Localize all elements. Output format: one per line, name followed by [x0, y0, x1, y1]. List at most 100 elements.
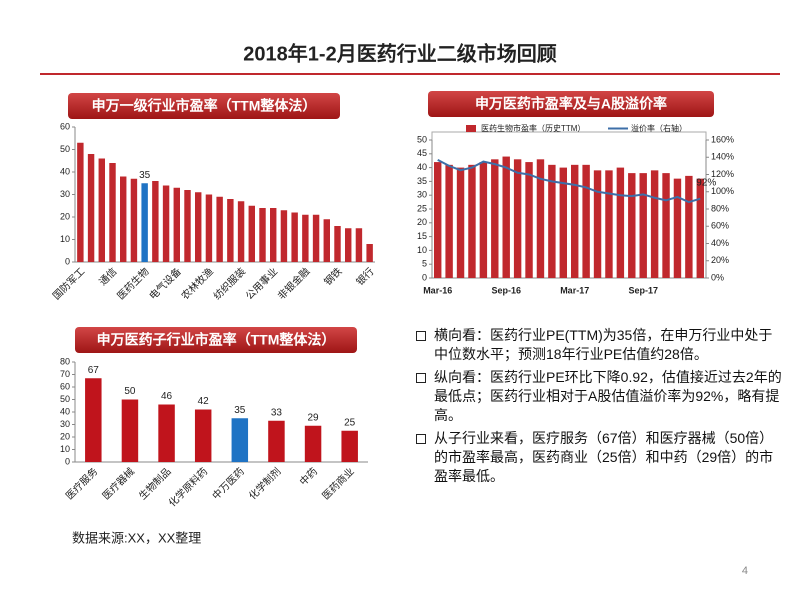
- bar: [162, 185, 170, 262]
- x-tick-label: 纺织服装: [211, 265, 248, 302]
- y2-tick-label: 0%: [711, 272, 724, 282]
- bar: [323, 219, 330, 262]
- x-tick-label: Sep-17: [628, 285, 658, 295]
- data-label: 33: [271, 407, 283, 418]
- y-tick-label: 5: [422, 259, 427, 269]
- y-tick-label: 0: [65, 456, 70, 466]
- x-tick-label: 中药: [297, 465, 320, 488]
- bar: [184, 190, 191, 262]
- data-label: 35: [234, 405, 246, 416]
- y-tick-label: 25: [417, 203, 427, 213]
- y-tick-label: 50: [60, 144, 70, 154]
- bar: [280, 210, 288, 262]
- y2-tick-label: 120%: [711, 169, 734, 179]
- bar: [433, 162, 442, 278]
- bar: [628, 173, 636, 278]
- bar: [158, 404, 175, 462]
- x-tick-label: 农林牧渔: [178, 265, 215, 302]
- y-tick-label: 30: [60, 419, 70, 429]
- y-tick-label: 10: [60, 444, 70, 454]
- y-tick-label: 70: [60, 369, 70, 379]
- bar: [366, 244, 373, 262]
- chart-banner: [428, 91, 714, 117]
- bar: [120, 176, 127, 262]
- bar: [268, 420, 285, 462]
- x-tick-label: 医药生物: [114, 265, 151, 302]
- bar: [548, 164, 556, 278]
- y2-tick-label: 60%: [711, 221, 729, 231]
- data-label: 25: [344, 417, 356, 428]
- y-tick-label: 35: [417, 176, 427, 186]
- x-tick-label: 化学制剂: [246, 465, 283, 502]
- bullet: 横向看：医药行业PE(TTM)为35倍，在申万行业中处于中位数水平；预测18年行…: [412, 326, 784, 364]
- y2-tick-label: 20%: [711, 255, 729, 265]
- x-tick-label: 生物制品: [136, 465, 173, 502]
- legend-label: 溢价率（右轴）: [631, 123, 687, 133]
- bar: [605, 170, 613, 278]
- y-tick-label: 40: [417, 162, 427, 172]
- chart-banner: [75, 327, 357, 353]
- y-tick-label: 20: [60, 211, 70, 221]
- y-tick-label: 15: [417, 231, 427, 241]
- bar: [248, 205, 255, 262]
- bar: [231, 418, 249, 462]
- data-label: 29: [308, 412, 320, 423]
- bar: [345, 228, 352, 262]
- bar: [445, 164, 453, 278]
- data-label: 50: [124, 386, 136, 397]
- bar: [227, 199, 234, 262]
- x-tick-label: 电气设备: [146, 265, 183, 302]
- bar: [639, 173, 647, 278]
- bar: [85, 378, 102, 462]
- y-tick-label: 20: [60, 431, 70, 441]
- x-tick-label: 非银金融: [275, 265, 312, 302]
- bar: [570, 164, 579, 278]
- bar: [685, 175, 693, 278]
- chart-title: 申万一级行业市盈率（TTM整体法）: [92, 98, 317, 114]
- bar: [216, 196, 223, 262]
- bar: [502, 156, 510, 278]
- y-tick-label: 60: [60, 381, 70, 391]
- slide-title: 2018年1-2月医药行业二级市场回顾: [243, 41, 556, 65]
- data-label: 42: [198, 396, 210, 407]
- bar: [87, 154, 95, 262]
- y-tick-label: 20: [417, 217, 427, 227]
- bar: [468, 164, 476, 278]
- legend-label: 医药生物市盈率（历史TTM）: [481, 123, 585, 133]
- x-tick-label: 通信: [97, 266, 120, 289]
- y2-tick-label: 160%: [711, 134, 734, 144]
- y-tick-label: 10: [60, 234, 70, 244]
- y-tick-label: 0: [422, 272, 427, 282]
- bar: [582, 164, 590, 278]
- bar: [696, 178, 705, 278]
- y-tick-label: 50: [60, 394, 70, 404]
- bar: [130, 178, 138, 262]
- y-tick-label: 45: [417, 148, 427, 158]
- line: [437, 158, 701, 204]
- y-tick-label: 40: [60, 406, 70, 416]
- chart-title: 申万医药市盈率及与A股溢价率: [475, 96, 667, 112]
- y2-tick-label: 140%: [711, 152, 734, 162]
- y-tick-label: 60: [60, 121, 70, 131]
- x-tick-label: Sep-16: [491, 285, 521, 295]
- x-tick-label: 国防军工: [50, 265, 87, 302]
- bar: [341, 430, 358, 462]
- bar: [194, 409, 212, 462]
- page-number: 4: [742, 565, 748, 577]
- legend-swatch: [466, 125, 476, 132]
- bar: [152, 181, 159, 262]
- x-tick-label: 公用事业: [243, 265, 280, 302]
- y2-tick-label: 40%: [711, 238, 729, 248]
- bar: [456, 167, 465, 278]
- bar: [304, 425, 322, 462]
- bar: [355, 228, 363, 262]
- bar: [205, 194, 213, 262]
- x-tick-label: Mar-16: [423, 285, 452, 295]
- source-note: 数据来源:XX，XX整理: [72, 530, 201, 545]
- bar: [237, 201, 245, 262]
- x-tick-label: 医疗器械: [99, 465, 136, 502]
- bar: [673, 178, 682, 278]
- bar: [98, 158, 105, 262]
